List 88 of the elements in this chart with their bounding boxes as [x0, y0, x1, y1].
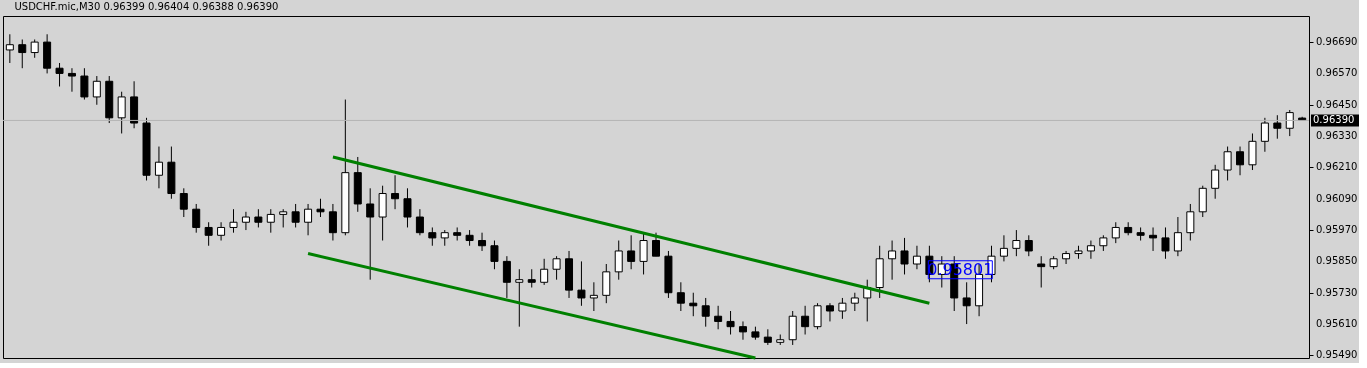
- y-tick-label: 0.95610: [1316, 318, 1358, 330]
- candlestick: [55, 62, 64, 87]
- candlestick: [676, 281, 685, 312]
- y-tick-label: 0.95850: [1316, 255, 1358, 267]
- candlestick: [639, 232, 648, 275]
- candlestick: [825, 302, 834, 322]
- candlestick: [366, 187, 375, 281]
- candlestick: [117, 91, 126, 134]
- y-tick-label: 0.96690: [1316, 36, 1358, 48]
- candlestick: [801, 305, 810, 335]
- candlestick: [428, 226, 437, 247]
- candlestick: [415, 208, 424, 236]
- candlestick: [478, 232, 487, 252]
- y-tick-label: 0.96330: [1316, 130, 1358, 142]
- candlestick: [912, 245, 921, 270]
- candlestick: [652, 232, 660, 257]
- candlestick: [254, 208, 263, 228]
- y-tick-label: 0.95970: [1316, 224, 1358, 236]
- candlestick: [962, 281, 971, 325]
- candlestick: [999, 234, 1008, 262]
- candlestick: [1285, 109, 1294, 137]
- candlestick: [1024, 234, 1033, 257]
- candlestick: [1273, 114, 1282, 140]
- candlestick: [788, 310, 797, 346]
- candlestick: [30, 39, 39, 59]
- candlestick: [701, 297, 710, 328]
- candlestick: [714, 305, 723, 330]
- candlestick: [527, 268, 536, 289]
- candlestick: [813, 302, 822, 330]
- candlestick: [1248, 132, 1257, 171]
- candlestick: [18, 39, 27, 69]
- candlestick: [229, 208, 238, 234]
- candlestick: [154, 146, 163, 189]
- candlestick: [304, 203, 313, 236]
- candlestick: [279, 208, 288, 228]
- candlestick: [1173, 216, 1182, 257]
- candlestick: [291, 203, 300, 228]
- candlestick: [502, 255, 511, 299]
- candlestick: [328, 203, 337, 242]
- y-tick-label: 0.96090: [1316, 192, 1358, 204]
- candlestick: [1149, 226, 1158, 252]
- candlestick: [1198, 185, 1207, 218]
- candlestick: [540, 258, 549, 286]
- candlestick: [577, 260, 586, 307]
- candlestick: [241, 211, 250, 231]
- candlestick: [738, 320, 747, 341]
- candlestick: [627, 234, 636, 270]
- candlestick: [80, 67, 89, 101]
- candlestick: [552, 255, 561, 281]
- y-tick-label: 0.96210: [1316, 161, 1358, 173]
- candlestick: [192, 203, 201, 234]
- candlestick: [1111, 221, 1120, 244]
- candlestick: [490, 240, 499, 270]
- ref-line-label: 0.96390: [1313, 114, 1355, 126]
- candlestick: [589, 281, 598, 312]
- candlestick: [391, 174, 400, 210]
- candlestick: [515, 268, 524, 328]
- candlestick: [602, 263, 611, 304]
- candlestick: [316, 198, 325, 218]
- candlestick: [838, 297, 847, 320]
- candlestick: [1186, 203, 1195, 242]
- candlestick: [1211, 164, 1220, 200]
- candlestick: [1161, 226, 1170, 260]
- candlestick: [92, 75, 101, 106]
- y-tick-label: 0.95490: [1316, 349, 1358, 361]
- candlestick: [1062, 250, 1071, 265]
- candlestick: [1236, 146, 1245, 176]
- candlestick: [614, 240, 623, 281]
- candlestick: [850, 292, 859, 312]
- candlestick: [67, 67, 76, 93]
- candlestick: [1223, 146, 1232, 181]
- candlestick: [888, 240, 897, 281]
- candlestick: [726, 310, 735, 335]
- candlestick: [378, 185, 387, 242]
- y-tick-label: 0.96570: [1316, 67, 1358, 79]
- y-tick-label: 0.95730: [1316, 286, 1358, 298]
- candlestick: [266, 208, 275, 234]
- candlestick: [217, 221, 226, 242]
- candlestick: [403, 187, 412, 228]
- candlestick: [900, 237, 909, 275]
- candlestick: [204, 221, 213, 247]
- candlestick: [1086, 240, 1095, 260]
- chart-title: USDCHF.mic,M30 0.96399 0.96404 0.96388 0.96390: [14, 1, 279, 12]
- candlestick: [1012, 229, 1021, 257]
- candlestick: [1260, 117, 1269, 153]
- y-tick-label: 0.96450: [1316, 98, 1358, 110]
- candlestick: [179, 187, 188, 218]
- candlestick: [1037, 255, 1046, 289]
